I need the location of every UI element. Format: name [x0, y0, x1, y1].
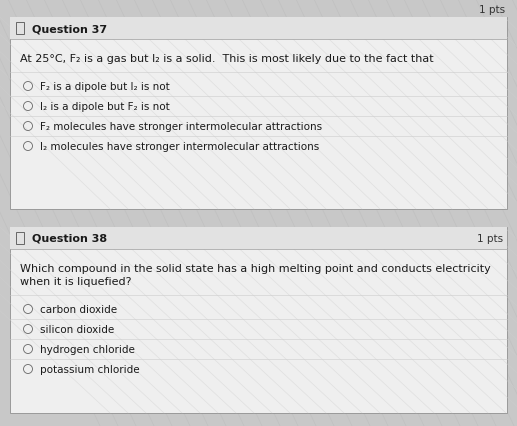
Text: potassium chloride: potassium chloride [40, 364, 140, 374]
Text: At 25°C, F₂ is a gas but I₂ is a solid.  This is most likely due to the fact tha: At 25°C, F₂ is a gas but I₂ is a solid. … [20, 54, 434, 64]
Text: Which compound in the solid state has a high melting point and conducts electric: Which compound in the solid state has a … [20, 263, 491, 273]
Text: when it is liquefied?: when it is liquefied? [20, 276, 131, 286]
Text: F₂ molecules have stronger intermolecular attractions: F₂ molecules have stronger intermolecula… [40, 122, 322, 132]
Bar [10, 18, 507, 40]
Bar [16, 23, 24, 35]
Text: F₂ is a dipole but I₂ is not: F₂ is a dipole but I₂ is not [40, 82, 170, 92]
Text: I₂ molecules have stronger intermolecular attractions: I₂ molecules have stronger intermolecula… [40, 142, 320, 152]
Text: I₂ is a dipole but F₂ is not: I₂ is a dipole but F₂ is not [40, 102, 170, 112]
Text: Question 38: Question 38 [32, 233, 107, 243]
Text: Question 37: Question 37 [32, 24, 107, 34]
Bar [10, 18, 507, 210]
Bar [16, 233, 24, 245]
Text: 1 pts: 1 pts [477, 233, 503, 243]
Text: hydrogen chloride: hydrogen chloride [40, 344, 135, 354]
Bar [10, 227, 507, 413]
Text: 1 pts: 1 pts [479, 5, 505, 15]
Text: silicon dioxide: silicon dioxide [40, 324, 114, 334]
Text: carbon dioxide: carbon dioxide [40, 304, 117, 314]
Bar [10, 227, 507, 249]
